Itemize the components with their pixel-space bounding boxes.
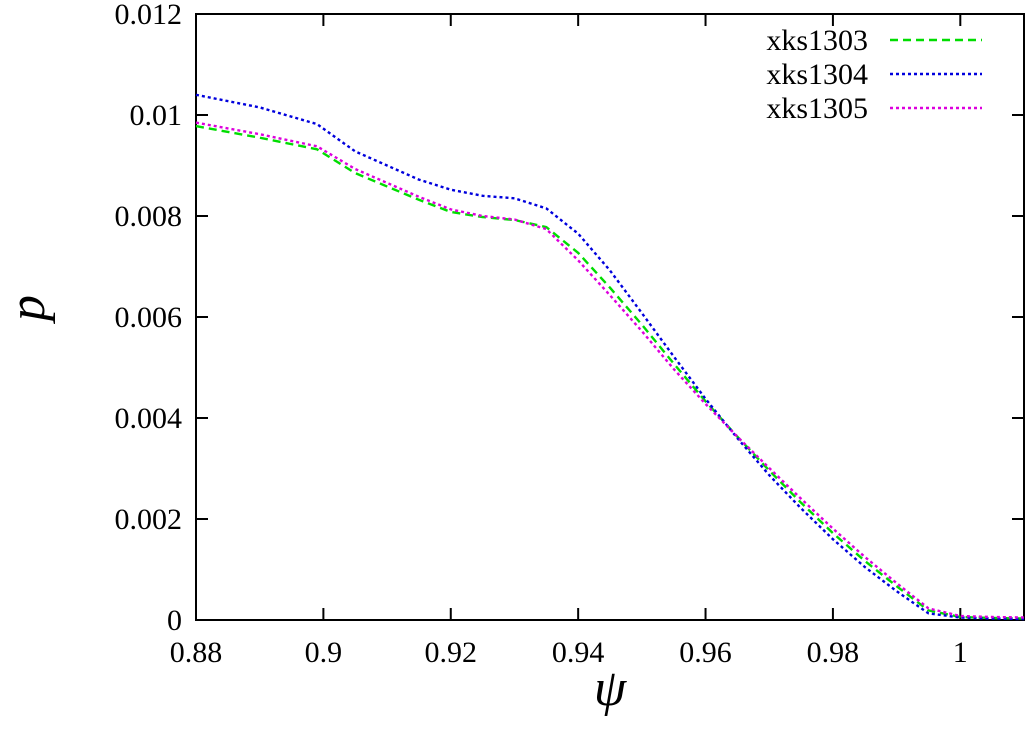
y-axis-label: p bbox=[0, 295, 56, 325]
y-tick-label: 0.01 bbox=[130, 99, 183, 132]
x-tick-label: 0.96 bbox=[679, 636, 732, 669]
axis-ticks: 0.88 0.9 0.92 0.94 0.96 0.98 1 0 0.002 0.004 0.006… bbox=[115, 0, 1024, 669]
legend-label-xks1304: xks1304 bbox=[766, 58, 868, 91]
y-tick-label: 0 bbox=[167, 604, 182, 637]
x-tick-label: 0.92 bbox=[425, 636, 478, 669]
series-line-xks1304 bbox=[195, 93, 1025, 621]
series-line-xks1303 bbox=[195, 124, 1025, 620]
y-tick-label: 0.008 bbox=[115, 200, 183, 233]
y-tick-label: 0.006 bbox=[115, 301, 183, 334]
x-tick-label: 0.94 bbox=[552, 636, 605, 669]
y-tick-label: 0.002 bbox=[115, 503, 183, 536]
y-tick-label: 0.004 bbox=[115, 402, 183, 435]
legend-label-xks1305: xks1305 bbox=[766, 92, 868, 125]
x-tick-label: 0.98 bbox=[807, 636, 860, 669]
x-tick-label: 1 bbox=[953, 636, 968, 669]
x-tick-label: 0.88 bbox=[170, 636, 223, 669]
series-lines bbox=[195, 93, 1025, 621]
x-tick-label: 0.9 bbox=[305, 636, 343, 669]
legend-label-xks1303: xks1303 bbox=[766, 24, 868, 57]
y-tick-label: 0.012 bbox=[115, 0, 183, 31]
x-axis-label: ψ bbox=[594, 660, 628, 717]
